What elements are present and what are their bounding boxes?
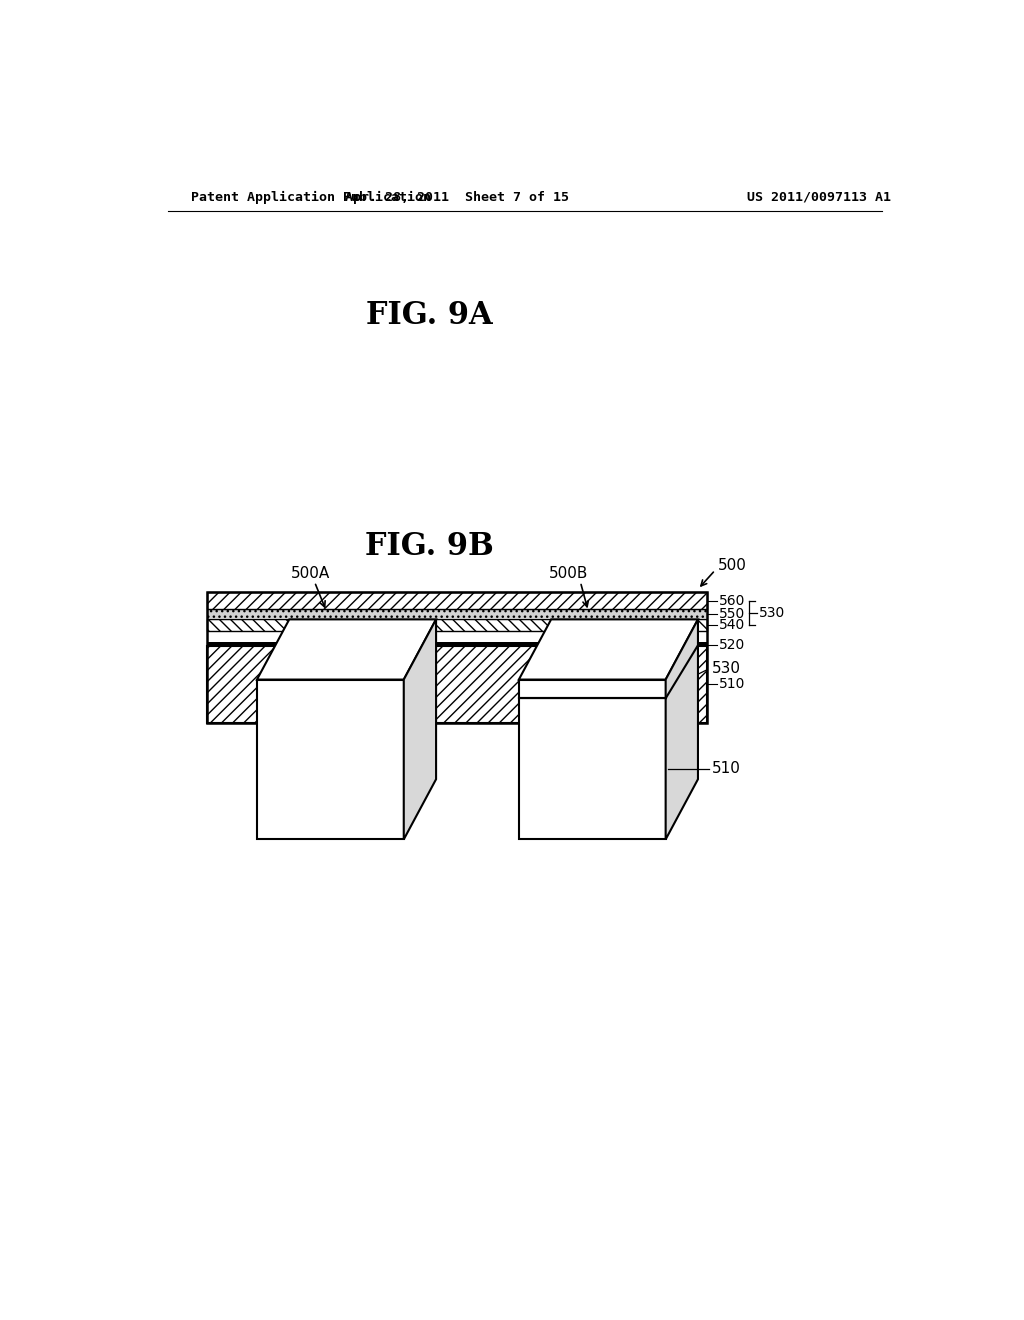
Text: 500A: 500A (291, 566, 330, 581)
Bar (207, 593, 708, 609)
Text: 550: 550 (719, 607, 745, 620)
Text: FIG. 9B: FIG. 9B (366, 531, 494, 562)
Text: 500: 500 (718, 558, 746, 573)
Text: Apr. 28, 2011  Sheet 7 of 15: Apr. 28, 2011 Sheet 7 of 15 (345, 190, 569, 203)
Text: 530: 530 (712, 661, 740, 676)
Polygon shape (257, 619, 436, 680)
Text: 510: 510 (712, 762, 740, 776)
Polygon shape (666, 619, 698, 840)
Text: US 2011/0097113 A1: US 2011/0097113 A1 (748, 190, 891, 203)
Polygon shape (257, 680, 403, 840)
Text: FIG. 9A: FIG. 9A (367, 301, 493, 331)
Text: 510: 510 (719, 677, 745, 692)
Polygon shape (519, 619, 698, 680)
Bar (207, 619, 708, 631)
Polygon shape (403, 619, 436, 840)
Text: 540: 540 (719, 618, 745, 632)
Bar (207, 647, 708, 722)
Bar (207, 643, 708, 647)
Bar (207, 609, 708, 619)
Text: Patent Application Publication: Patent Application Publication (191, 190, 431, 203)
Text: 560: 560 (719, 594, 745, 607)
Bar (207, 593, 708, 722)
Polygon shape (519, 698, 666, 840)
Text: 500B: 500B (549, 566, 588, 581)
Polygon shape (519, 680, 666, 698)
Text: 520: 520 (719, 638, 745, 652)
Text: 530: 530 (759, 606, 785, 619)
